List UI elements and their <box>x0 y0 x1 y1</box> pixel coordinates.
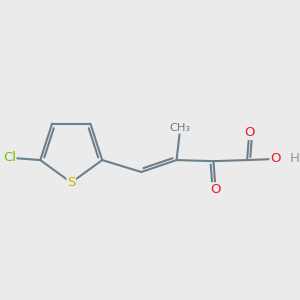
Text: S: S <box>67 176 75 189</box>
Text: CH₃: CH₃ <box>169 123 190 133</box>
Text: H: H <box>290 152 299 166</box>
Text: O: O <box>270 152 280 166</box>
Text: O: O <box>210 183 221 196</box>
Text: Cl: Cl <box>3 152 16 164</box>
Text: O: O <box>244 126 254 140</box>
